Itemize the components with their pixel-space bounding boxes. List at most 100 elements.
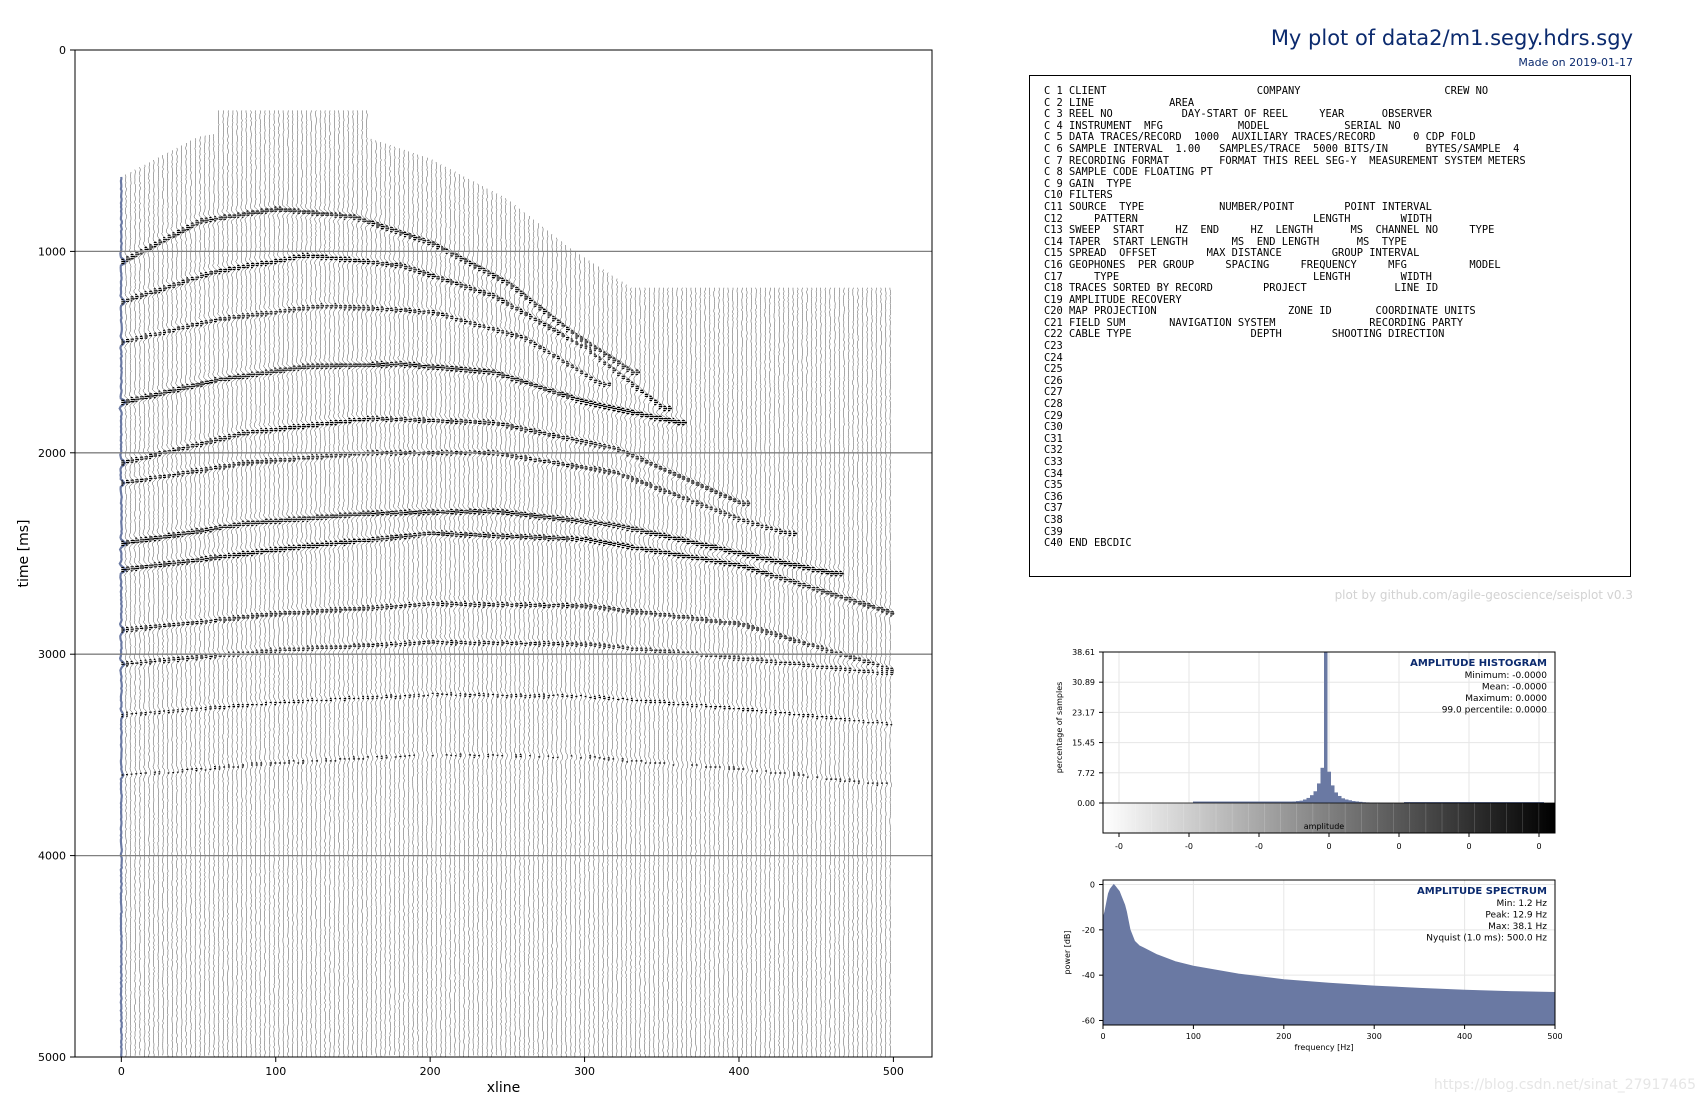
ebcdic-line: C19 AMPLITUDE RECOVERY: [1044, 293, 1182, 306]
wiggle-trace: [763, 287, 771, 1057]
wiggle-fill: [779, 528, 784, 774]
wiggle-fill: [237, 212, 242, 768]
wiggle-fill: [348, 214, 353, 760]
wiggle-fill: [186, 225, 191, 770]
wiggle-fill: [204, 217, 210, 771]
wiggle-trace: [476, 183, 483, 1056]
wiggle-trace: [314, 110, 321, 1057]
wiggle-trace: [267, 110, 275, 1057]
wiggle-trace: [179, 145, 187, 1056]
wiggle-fill: [732, 498, 737, 770]
wiggle-fill: [695, 482, 701, 766]
wiggle-trace: [740, 287, 747, 1057]
wiggle-fill: [700, 484, 705, 706]
wiggle-fill: [343, 214, 349, 760]
wiggle-trace: [689, 287, 697, 1057]
wiggle-fill: [158, 239, 163, 775]
wiggle-fill: [311, 210, 316, 762]
wiggle-trace: [133, 169, 140, 1056]
wiggle-fill: [325, 212, 330, 762]
wiggle-trace: [323, 110, 330, 1057]
ebcdic-line: C 6 SAMPLE INTERVAL 1.00 SAMPLES/TRACE 5…: [1044, 142, 1520, 155]
wiggle-trace: [624, 284, 632, 1057]
wiggle-fill: [756, 522, 761, 772]
ebcdic-line: C13 SWEEP START HZ END HZ LENGTH MS CHAN…: [1044, 224, 1495, 237]
wiggle-fill: [278, 206, 284, 764]
x-tick-label: 300: [574, 1065, 595, 1078]
ebcdic-line: C31: [1044, 432, 1063, 445]
ebcdic-line: C16 GEOPHONES PER GROUP SPACING FREQUENC…: [1044, 258, 1501, 271]
wiggle-fill: [644, 393, 649, 764]
wiggle-trace: [281, 110, 289, 1057]
wiggle-trace: [355, 110, 363, 1057]
wiggle-fill: [436, 244, 442, 697]
wiggle-trace: [249, 110, 256, 1057]
wiggle-trace: [184, 142, 192, 1056]
wiggle-fill: [769, 526, 774, 774]
wiggle-fill: [163, 237, 168, 712]
wiggle-fill: [501, 277, 506, 757]
ebcdic-line: C36: [1044, 490, 1063, 503]
wiggle-fill: [126, 256, 131, 776]
wiggle-fill: [209, 216, 215, 770]
wiggle-fill: [190, 222, 196, 770]
wiggle-trace: [193, 138, 201, 1057]
wiggle-trace: [370, 138, 377, 1056]
wiggle-trace: [342, 110, 349, 1057]
wiggle-fill: [561, 323, 567, 698]
wiggle-fill: [283, 208, 289, 764]
wiggle-trace: [805, 287, 811, 1057]
y-tick-label: 2000: [38, 447, 66, 460]
wiggle-trace: [291, 110, 298, 1057]
wiggle-trace: [819, 287, 826, 1057]
wiggle-fill: [867, 603, 872, 784]
wiggle-trace: [522, 212, 530, 1057]
wiggle-trace: [660, 287, 668, 1057]
wiggle-trace: [851, 287, 858, 1057]
wiggle-trace: [786, 287, 793, 1057]
wiggle-trace: [615, 278, 623, 1057]
wiggle-trace: [425, 157, 433, 1057]
wiggle-fill: [121, 258, 127, 776]
wiggle-fill: [533, 301, 539, 698]
wiggle-trace: [118, 176, 129, 1057]
wiggle-fill: [241, 212, 247, 768]
wiggle-fill: [510, 283, 516, 698]
wiggle-trace: [504, 198, 511, 1057]
wiggle-trace: [402, 149, 409, 1057]
wiggle-fill: [839, 571, 844, 782]
ebcdic-line: C 2 LINE AREA: [1044, 96, 1195, 109]
wiggle-trace: [777, 287, 784, 1057]
x-tick-label: 100: [265, 1065, 286, 1078]
wiggle-fill: [598, 348, 604, 759]
ebcdic-line: C32: [1044, 444, 1063, 457]
wiggle-fill: [422, 238, 428, 697]
wiggle-fill: [612, 357, 618, 760]
wiggle-trace: [679, 287, 688, 1057]
wiggle-fill: [408, 233, 414, 757]
wiggle-trace: [796, 287, 803, 1057]
wiggle-fill: [788, 530, 793, 716]
ebcdic-line: C27: [1044, 386, 1063, 399]
ebcdic-line: C21 FIELD SUM NAVIGATION SYSTEM RECORDIN…: [1044, 316, 1464, 329]
wiggle-trace: [823, 287, 831, 1057]
wiggle-trace: [744, 287, 752, 1057]
wiggle-fill: [844, 597, 849, 782]
wiggle-trace: [578, 254, 585, 1057]
wiggle-fill: [352, 214, 358, 760]
wiggle-trace: [753, 287, 762, 1057]
wiggle-fill: [227, 214, 233, 768]
wiggle-fill: [176, 229, 182, 773]
wiggle-fill: [385, 225, 390, 759]
wiggle-fill: [737, 500, 742, 770]
wiggle-trace: [697, 287, 706, 1057]
wiggle-trace: [129, 171, 136, 1057]
wiggle-trace: [485, 188, 493, 1057]
wiggle-trace: [156, 157, 163, 1056]
wiggle-fill: [264, 208, 270, 706]
wiggle-trace: [226, 110, 234, 1057]
wiggle-trace: [152, 159, 159, 1057]
ebcdic-line: C28: [1044, 398, 1063, 411]
wiggle-fill: [816, 569, 821, 778]
wiggle-trace: [420, 156, 428, 1057]
